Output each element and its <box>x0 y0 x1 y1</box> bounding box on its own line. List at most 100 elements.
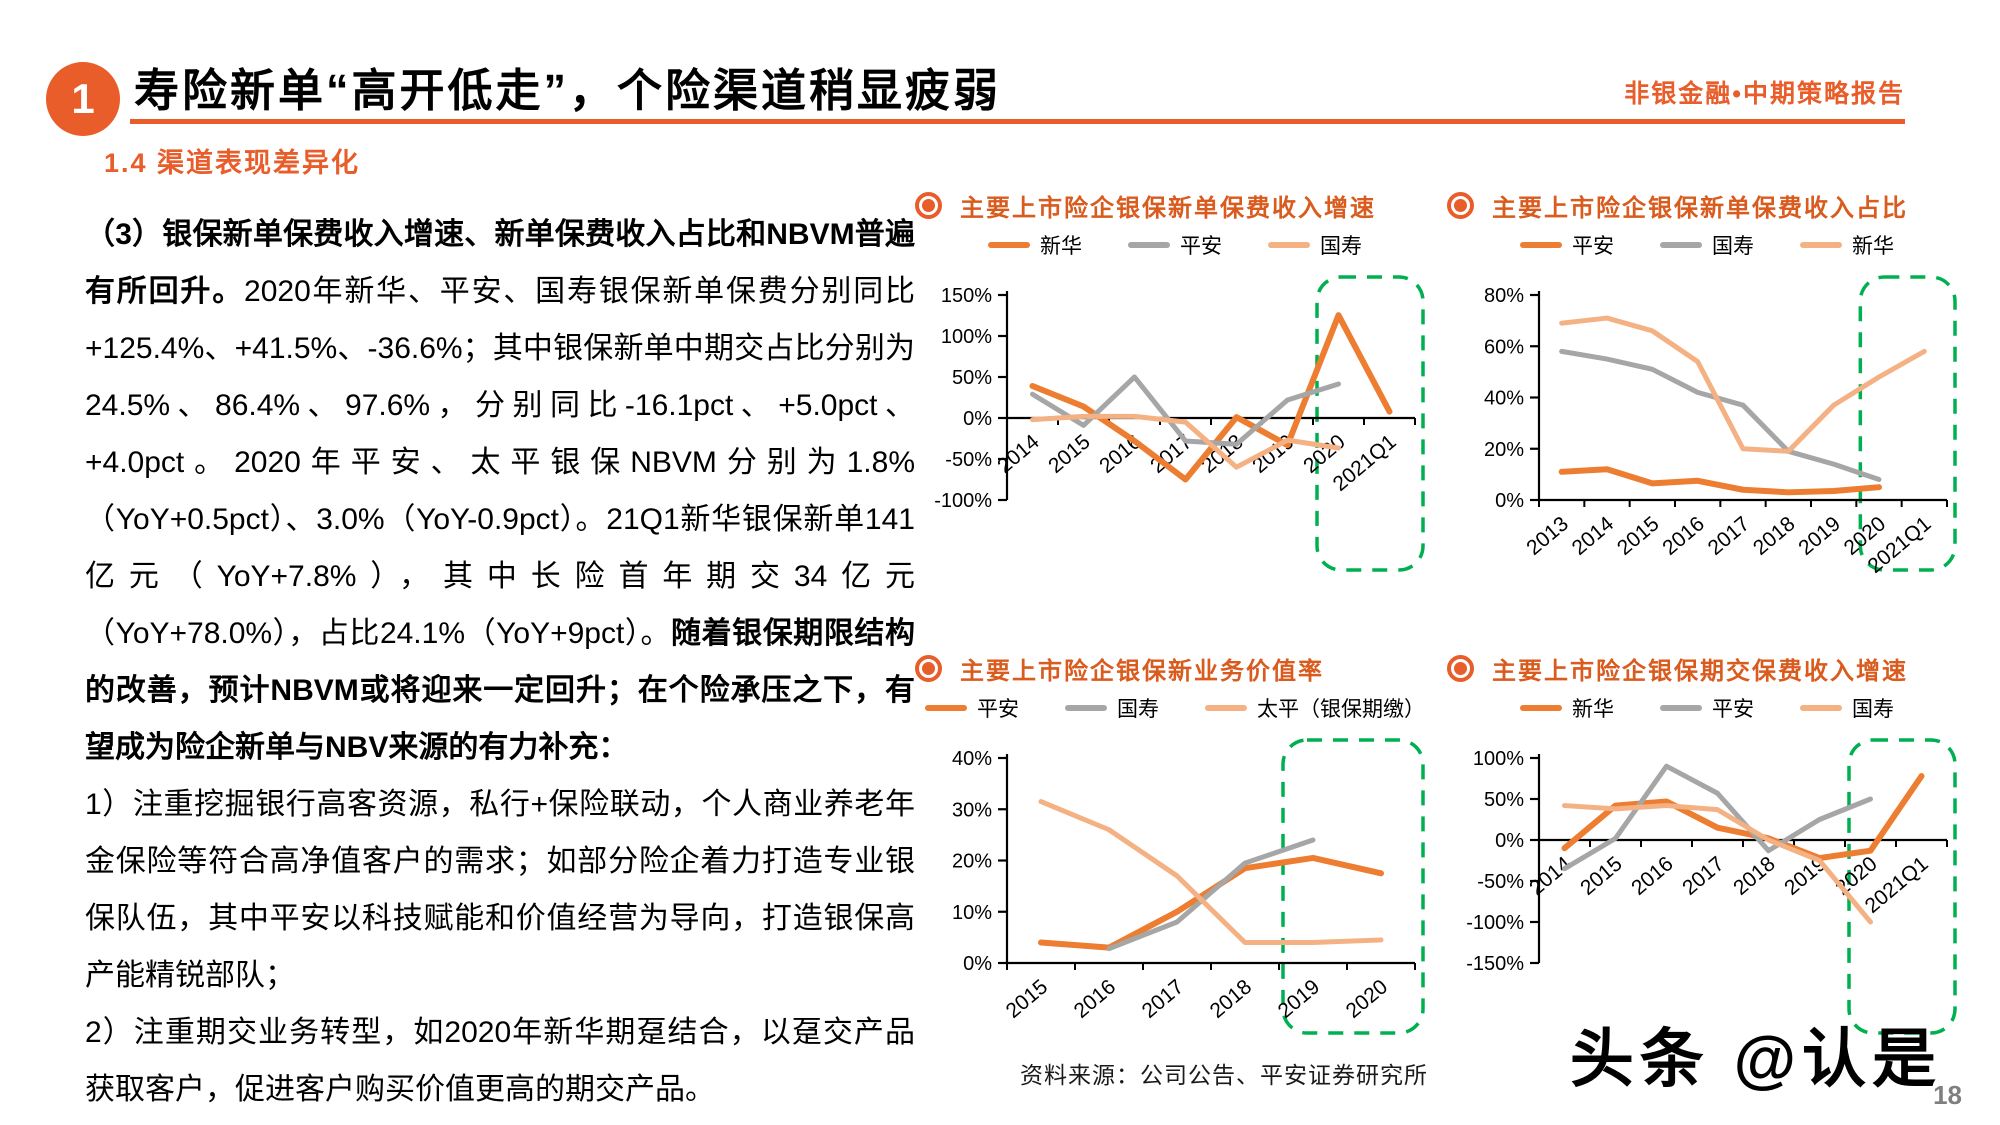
legend-item: 平安 <box>925 693 1019 723</box>
y-tick-label: -100% <box>934 490 992 512</box>
body-text-run: 1）注重挖掘银行高客资源，私行+保险联动，个人商业养老年金保险等符合高净值客户的… <box>85 788 915 992</box>
y-tick-label: 100% <box>941 326 992 348</box>
x-tick-label: 2013 <box>1522 512 1573 560</box>
chart-svg: 100%50%0%-50%-100%-150%2014 2015 2016 2017 2… <box>1466 738 1957 1035</box>
series-line <box>1559 315 1927 454</box>
legend-item: 新华 <box>1800 230 1894 260</box>
chart-panel-bancassurance-regular-premium-growth: 主要上市险企银保期交保费收入增速 新华 平安 国寿 100% 50% 0% -50% -10… <box>1447 648 1967 1053</box>
y-tick-label: 60% <box>1484 336 1524 358</box>
highlight-box <box>1315 275 1425 572</box>
x-tick-label: 2015 <box>1002 975 1053 1023</box>
series-line <box>1559 348 1882 482</box>
y-tick-label: 40% <box>1484 388 1524 410</box>
legend-line-swatch <box>1128 242 1170 248</box>
body-paragraph: 1）注重挖掘银行高客资源，私行+保险联动，个人商业养老年金保险等符合高净值客户的… <box>85 776 915 1004</box>
legend-line-swatch <box>1520 242 1562 248</box>
legend-line-swatch <box>1660 242 1702 248</box>
x-tick-label: 2014 <box>1568 512 1619 560</box>
x-tick-label: 2019 <box>1794 512 1845 560</box>
bullet-target-icon <box>1447 654 1474 682</box>
legend-line-swatch <box>1268 242 1310 248</box>
legend-item: 国寿 <box>1800 693 1894 723</box>
y-tick-label: 50% <box>1484 789 1524 811</box>
legend-line-swatch <box>1800 242 1842 248</box>
bullet-target-icon <box>1447 191 1474 219</box>
y-tick-label: 30% <box>952 799 992 821</box>
legend-line-swatch <box>1660 705 1702 711</box>
highlight-box <box>1858 275 1957 572</box>
report-series-label: 非银金融•中期策略报告 <box>1624 80 1905 108</box>
y-tick-label: -50% <box>945 449 992 471</box>
x-tick-label: 2014 <box>993 430 1044 478</box>
legend-label: 平安 <box>977 698 1019 721</box>
source-note: 资料来源：公司公告、平安证券研究所 <box>1020 1062 1428 1088</box>
legend-item: 平安 <box>1520 230 1614 260</box>
x-tick-label: 2017 <box>1138 975 1189 1023</box>
legend-item: 太平（银保期缴） <box>1205 693 1425 723</box>
highlight-box <box>1847 738 1957 1035</box>
legend-label: 新华 <box>1040 235 1082 258</box>
chart-plot-area: 80% 60% 40% 20% 0% 2013 2014 2015 2016 2017 2018 20… <box>1447 265 1967 590</box>
bullet-target-icon <box>915 191 942 219</box>
x-tick-label: 2016 <box>1658 512 1709 560</box>
chart-plot-area: 100% 50% 0% -50% -100% -150% 2014 2015 2016 2017 2… <box>1447 728 1967 1053</box>
section-label: 1.4 渠道表现差异化 <box>104 148 361 178</box>
y-tick-label: 0% <box>963 953 992 975</box>
chart-title: 主要上市险企银保新业务价值率 <box>960 657 1324 685</box>
legend-item: 平安 <box>1128 230 1222 260</box>
body-text-bold: （3）银保新单保费收入增速、新单保费收入占比和NBVM普遍有所回升。 <box>85 218 915 308</box>
chart-plot-area: 40% 30% 20% 10% 0% 2015 2016 2017 2018 2019 2020 <box>915 728 1435 1053</box>
chart-svg: 80% 60% 40% 20% 0%20132014201520162017201820… <box>1484 275 1957 578</box>
legend-label: 国寿 <box>1320 235 1362 258</box>
legend-line-swatch <box>988 242 1030 248</box>
x-tick-label: 2015 <box>1044 430 1095 478</box>
y-tick-label: 0% <box>963 408 992 430</box>
series-line <box>1030 413 1341 470</box>
chart-title: 主要上市险企银保新单保费收入占比 <box>1492 194 1908 222</box>
legend-item: 国寿 <box>1065 693 1159 723</box>
legend-item: 新华 <box>1520 693 1614 723</box>
y-tick-label: -150% <box>1466 953 1524 975</box>
legend-line-swatch <box>1800 705 1842 711</box>
series-line <box>1029 312 1393 483</box>
series-line <box>1562 803 1873 925</box>
body-text: （3）银保新单保费收入增速、新单保费收入占比和NBVM普遍有所回升。2020年新… <box>85 206 915 1118</box>
chart-svg: 40% 30% 20% 10% 0% 2015 2016 2017 2018 2019 2020 <box>952 738 1425 1035</box>
watermark: 头条 @认是 <box>1569 1023 1942 1095</box>
legend-label: 国寿 <box>1712 235 1754 258</box>
x-tick-label: 2019 <box>1274 975 1325 1023</box>
y-tick-label: 0% <box>1495 830 1524 852</box>
y-tick-label: 20% <box>1484 439 1524 461</box>
chart-title: 主要上市险企银保新单保费收入增速 <box>960 194 1376 222</box>
series-line <box>1038 799 1384 945</box>
y-tick-label: 80% <box>1484 285 1524 307</box>
chart-title: 主要上市险企银保期交保费收入增速 <box>1492 657 1908 685</box>
chart-panel-bancassurance-nbv-margin: 主要上市险企银保新业务价值率 平安 国寿 太平（银保期缴） 40% 30% 20% 10%… <box>915 648 1435 1053</box>
y-tick-label: -50% <box>1477 871 1524 893</box>
x-tick-label: 2020 <box>1342 975 1393 1023</box>
chart-plot-area: 150% 100% 50% 0% -50% -100% 2014 2015 2016 2017 20… <box>915 265 1435 590</box>
page-number: 18 <box>1933 1080 1962 1110</box>
body-text-run: 2）注重期交业务转型，如2020年新华期趸结合，以趸交产品获取客户，促进客户购买… <box>85 1016 915 1106</box>
section-number-badge: 1 <box>46 62 120 136</box>
y-tick-label: 0% <box>1495 490 1524 512</box>
series-line <box>1561 773 1925 862</box>
legend-label: 平安 <box>1712 698 1754 721</box>
chart-svg: 150%100%50%0%-50%-100%2014 2015 2016 2017 20… <box>934 275 1425 572</box>
chart-legend: 新华 平安 国寿 <box>1447 688 1967 728</box>
legend-line-swatch <box>1520 705 1562 711</box>
legend-label: 平安 <box>1180 235 1222 258</box>
y-tick-label: 20% <box>952 851 992 873</box>
x-tick-label: 2018 <box>1749 512 1800 560</box>
chart-panel-bancassurance-new-premium-share: 主要上市险企银保新单保费收入占比 平安 国寿 新华 80% 60% 40% 20% 0% 20… <box>1447 185 1967 590</box>
series-line <box>1562 763 1873 872</box>
x-tick-label: 2017 <box>1704 512 1755 560</box>
body-paragraph: （3）银保新单保费收入增速、新单保费收入占比和NBVM普遍有所回升。2020年新… <box>85 206 915 776</box>
bullet-target-icon <box>915 654 942 682</box>
legend-line-swatch <box>1065 705 1107 711</box>
y-tick-label: 100% <box>1473 748 1524 770</box>
highlight-box <box>1281 738 1425 1035</box>
x-tick-label: 2016 <box>1627 852 1678 900</box>
chart-panel-bancassurance-new-premium-growth: 主要上市险企银保新单保费收入增速 新华 平安 国寿 150% 100% 50% 0% -50… <box>915 185 1435 590</box>
